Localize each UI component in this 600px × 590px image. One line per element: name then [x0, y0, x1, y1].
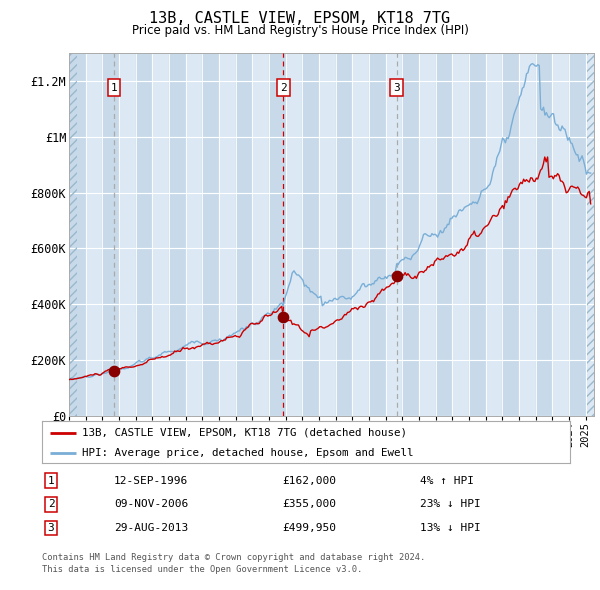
- Bar: [185, 53, 202, 416]
- Text: £499,950: £499,950: [282, 523, 336, 533]
- Bar: [419, 53, 436, 416]
- Text: 3: 3: [393, 83, 400, 93]
- Bar: [403, 53, 419, 416]
- Point: [278, 312, 288, 322]
- Bar: [202, 53, 219, 416]
- Bar: [386, 53, 403, 416]
- Bar: [369, 53, 386, 416]
- Bar: [269, 53, 286, 416]
- Text: 13B, CASTLE VIEW, EPSOM, KT18 7TG (detached house): 13B, CASTLE VIEW, EPSOM, KT18 7TG (detac…: [82, 428, 407, 438]
- Text: 29-AUG-2013: 29-AUG-2013: [114, 523, 188, 533]
- Bar: [335, 53, 352, 416]
- Bar: [352, 53, 369, 416]
- Bar: [69, 53, 86, 416]
- Bar: [452, 53, 469, 416]
- Bar: [119, 53, 136, 416]
- Bar: [86, 53, 103, 416]
- Text: 13B, CASTLE VIEW, EPSOM, KT18 7TG: 13B, CASTLE VIEW, EPSOM, KT18 7TG: [149, 11, 451, 25]
- Text: 3: 3: [47, 523, 55, 533]
- Bar: [169, 53, 185, 416]
- Point: [392, 271, 401, 281]
- Bar: [286, 53, 302, 416]
- Bar: [553, 53, 569, 416]
- Bar: [587, 53, 594, 416]
- Text: £162,000: £162,000: [282, 476, 336, 486]
- Bar: [485, 53, 502, 416]
- Bar: [302, 53, 319, 416]
- Bar: [152, 53, 169, 416]
- Text: 09-NOV-2006: 09-NOV-2006: [114, 500, 188, 509]
- Bar: [69, 53, 77, 416]
- Text: Price paid vs. HM Land Registry's House Price Index (HPI): Price paid vs. HM Land Registry's House …: [131, 24, 469, 37]
- Text: 4% ↑ HPI: 4% ↑ HPI: [420, 476, 474, 486]
- Text: 13% ↓ HPI: 13% ↓ HPI: [420, 523, 481, 533]
- Text: 23% ↓ HPI: 23% ↓ HPI: [420, 500, 481, 509]
- Bar: [569, 53, 586, 416]
- Bar: [519, 53, 536, 416]
- Bar: [236, 53, 253, 416]
- Text: This data is licensed under the Open Government Licence v3.0.: This data is licensed under the Open Gov…: [42, 565, 362, 573]
- Point: [109, 366, 119, 375]
- Bar: [136, 53, 152, 416]
- Bar: [103, 53, 119, 416]
- Text: 2: 2: [47, 500, 55, 509]
- Bar: [253, 53, 269, 416]
- Text: 2: 2: [280, 83, 287, 93]
- Text: 12-SEP-1996: 12-SEP-1996: [114, 476, 188, 486]
- Text: Contains HM Land Registry data © Crown copyright and database right 2024.: Contains HM Land Registry data © Crown c…: [42, 553, 425, 562]
- Text: 1: 1: [47, 476, 55, 486]
- Text: HPI: Average price, detached house, Epsom and Ewell: HPI: Average price, detached house, Epso…: [82, 448, 413, 457]
- Bar: [536, 53, 553, 416]
- Bar: [502, 53, 519, 416]
- Bar: [469, 53, 485, 416]
- Bar: [319, 53, 335, 416]
- Text: 1: 1: [110, 83, 118, 93]
- Text: £355,000: £355,000: [282, 500, 336, 509]
- Bar: [436, 53, 452, 416]
- Bar: [219, 53, 236, 416]
- Bar: [586, 53, 600, 416]
